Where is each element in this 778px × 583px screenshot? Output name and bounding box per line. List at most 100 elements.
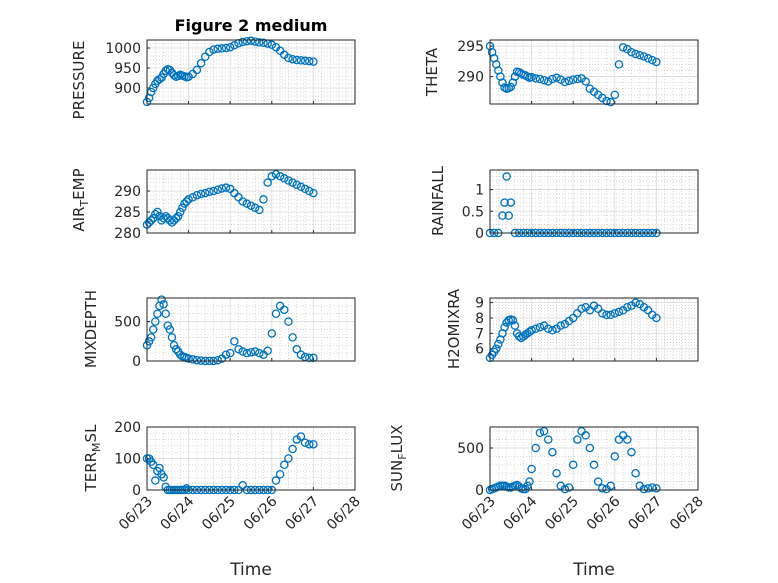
y-tick-label: 8: [475, 311, 484, 327]
data-point: [593, 477, 603, 486]
panel-theta: 290 295 THETA: [423, 39, 699, 107]
data-point: [585, 306, 595, 315]
data-point: [548, 447, 557, 457]
y-tick-label: 7: [475, 326, 484, 342]
data-point: [153, 207, 162, 217]
data-point: [602, 310, 611, 320]
data-point: [564, 483, 574, 492]
data-point: [271, 169, 281, 179]
data-point: [602, 96, 611, 106]
data-point: [159, 473, 168, 482]
data-point: [606, 481, 615, 491]
data-point: [573, 309, 582, 318]
data-point: [238, 481, 247, 490]
data-point: [217, 44, 227, 53]
data-point: [188, 355, 198, 364]
data-point: [267, 40, 277, 50]
data-point: [230, 40, 239, 50]
y-axis-label: MIXDEPTH: [82, 290, 100, 368]
y-tick-label: 950: [114, 61, 141, 77]
data-point: [623, 435, 632, 444]
data-point: [225, 42, 235, 52]
data-point: [146, 333, 156, 342]
data-point: [238, 347, 247, 356]
data-point: [153, 309, 162, 318]
data-point: [631, 298, 640, 307]
data-point: [171, 214, 181, 223]
y-tick-label: 290: [457, 70, 484, 86]
data-point: [209, 186, 218, 196]
data-point: [205, 47, 214, 57]
data-point: [288, 333, 297, 342]
data-point: [155, 211, 164, 221]
data-point: [543, 77, 553, 86]
axes-box: [146, 39, 356, 105]
data-point: [643, 484, 653, 493]
data-point: [300, 184, 310, 194]
data-point: [296, 350, 306, 359]
data-point: [242, 348, 252, 358]
data-point: [169, 70, 179, 80]
data-point: [568, 75, 578, 84]
data-point: [246, 348, 256, 357]
y-axis-label: H2OMIXRA: [445, 288, 463, 369]
data-point: [173, 211, 183, 221]
data-point: [250, 347, 260, 356]
data-point: [627, 447, 636, 457]
y-tick-label: 0.5: [462, 204, 484, 220]
data-point: [184, 195, 193, 204]
data-point: [618, 43, 628, 52]
data-point: [225, 348, 235, 358]
data-point: [568, 313, 578, 323]
data-point: [184, 354, 193, 363]
data-point: [267, 172, 277, 181]
data-point: [171, 344, 181, 354]
data-point: [585, 443, 595, 453]
data-point: [167, 333, 177, 342]
axes-box: [146, 297, 356, 362]
data-point: [280, 174, 289, 183]
y-tick-label: 100: [114, 452, 141, 468]
y-axis-label: SUNFLUX: [388, 425, 409, 492]
data-point: [242, 36, 252, 46]
data-point: [255, 38, 264, 47]
data-point: [506, 198, 516, 207]
data-point: [161, 309, 170, 318]
y-label-part: AIR: [70, 207, 88, 232]
plot-area: 280 285 290: [114, 169, 356, 242]
data-point: [296, 182, 306, 192]
data-point: [560, 77, 570, 87]
data-point: [267, 329, 277, 338]
data-point: [531, 324, 541, 333]
data-point: [230, 337, 239, 346]
data-point: [623, 302, 632, 312]
data-point: [221, 43, 231, 53]
data-point: [280, 305, 289, 315]
y-tick-label: 0: [132, 354, 141, 370]
data-point: [159, 300, 168, 309]
panel-air-temp: 280 285 290 AIRTEMP: [70, 168, 356, 242]
data-point: [548, 74, 557, 84]
data-point: [209, 45, 218, 54]
data-point: [284, 454, 293, 463]
axes-box: [489, 39, 699, 105]
data-point: [525, 477, 534, 486]
axes-box: [489, 426, 699, 491]
data-point: [176, 207, 185, 217]
y-tick-label: 0: [132, 483, 141, 499]
data-point: [151, 209, 160, 219]
data-point: [527, 326, 536, 335]
data-point: [304, 56, 314, 66]
data-point: [221, 183, 231, 192]
data-point: [652, 313, 661, 323]
axes-box: [146, 426, 356, 491]
data-point: [246, 36, 256, 46]
data-point: [543, 435, 553, 444]
data-point: [639, 484, 649, 494]
axes-box: [489, 169, 699, 234]
data-point: [280, 460, 289, 470]
y-tick-label: 0: [475, 226, 484, 242]
data-point: [598, 484, 607, 493]
